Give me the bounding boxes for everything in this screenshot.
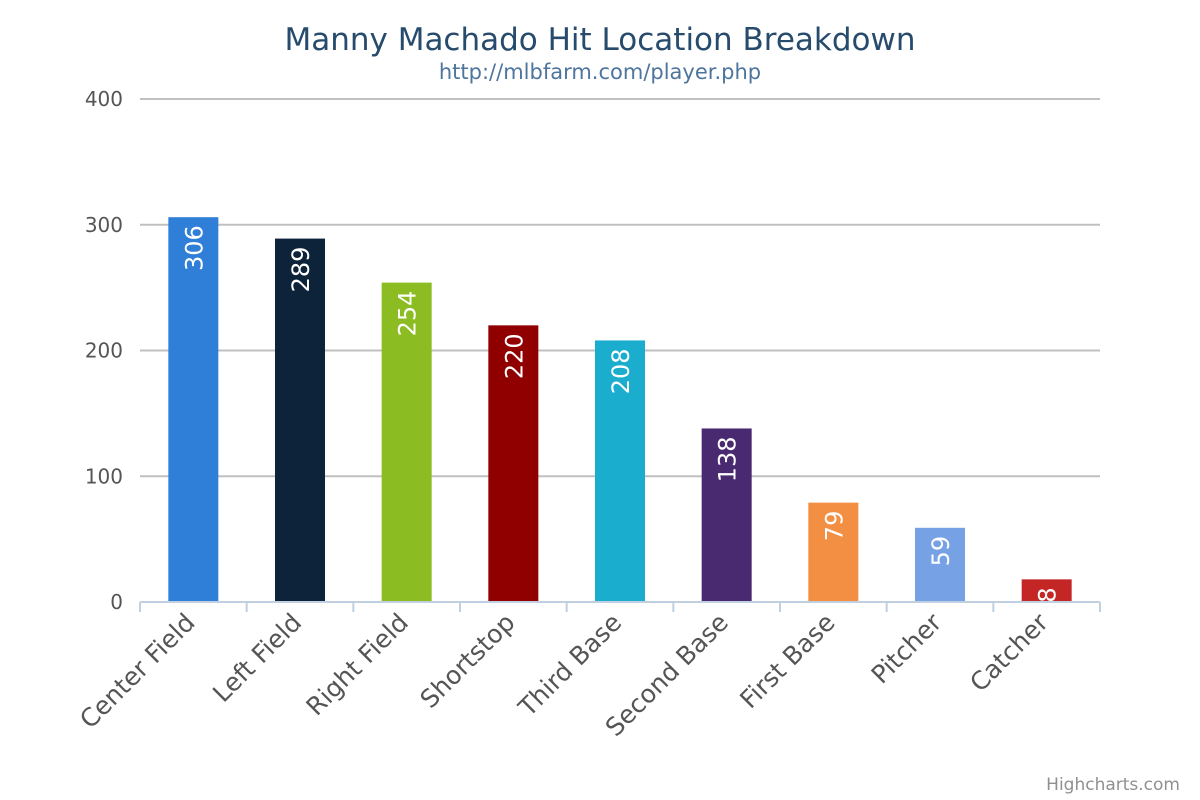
- y-tick-label: 200: [85, 339, 123, 363]
- x-tick-label: Shortstop: [414, 608, 520, 714]
- data-label: 59: [927, 536, 955, 567]
- y-tick-label: 100: [85, 464, 123, 488]
- data-label: 254: [394, 291, 422, 337]
- bar-left-field[interactable]: [275, 238, 325, 602]
- bar-shortstop[interactable]: [488, 325, 539, 602]
- bar-right-field[interactable]: [381, 282, 432, 602]
- x-tick-label: Catcher: [964, 607, 1054, 697]
- data-label: 79: [820, 511, 848, 542]
- bar-pitcher[interactable]: [915, 527, 965, 602]
- x-tick-label: Right Field: [300, 608, 413, 721]
- data-label: 208: [607, 348, 635, 394]
- data-label: 220: [500, 333, 528, 379]
- x-tick-label: Left Field: [207, 608, 307, 708]
- bar-center-field[interactable]: [168, 217, 219, 602]
- credits-link[interactable]: Highcharts.com: [1046, 775, 1180, 795]
- y-tick-label: 0: [110, 590, 123, 614]
- bar-second-base[interactable]: [701, 428, 752, 602]
- bar-catcher[interactable]: [1021, 579, 1072, 602]
- data-label: 138: [714, 436, 742, 482]
- bar-first-base[interactable]: [808, 502, 859, 602]
- x-tick-label: Third Base: [512, 608, 627, 723]
- x-tick-label: Pitcher: [866, 607, 948, 689]
- chart-subtitle: http://mlbfarm.com/player.php: [439, 60, 761, 84]
- data-label: 289: [287, 247, 315, 293]
- x-tick-label: Center Field: [74, 608, 200, 734]
- chart-title: Manny Machado Hit Location Breakdown: [284, 22, 915, 58]
- y-tick-label: 400: [85, 87, 123, 111]
- bar-third-base[interactable]: [595, 340, 645, 602]
- y-tick-label: 300: [85, 213, 123, 237]
- data-label: 306: [180, 225, 208, 271]
- x-tick-label: First Base: [734, 608, 840, 714]
